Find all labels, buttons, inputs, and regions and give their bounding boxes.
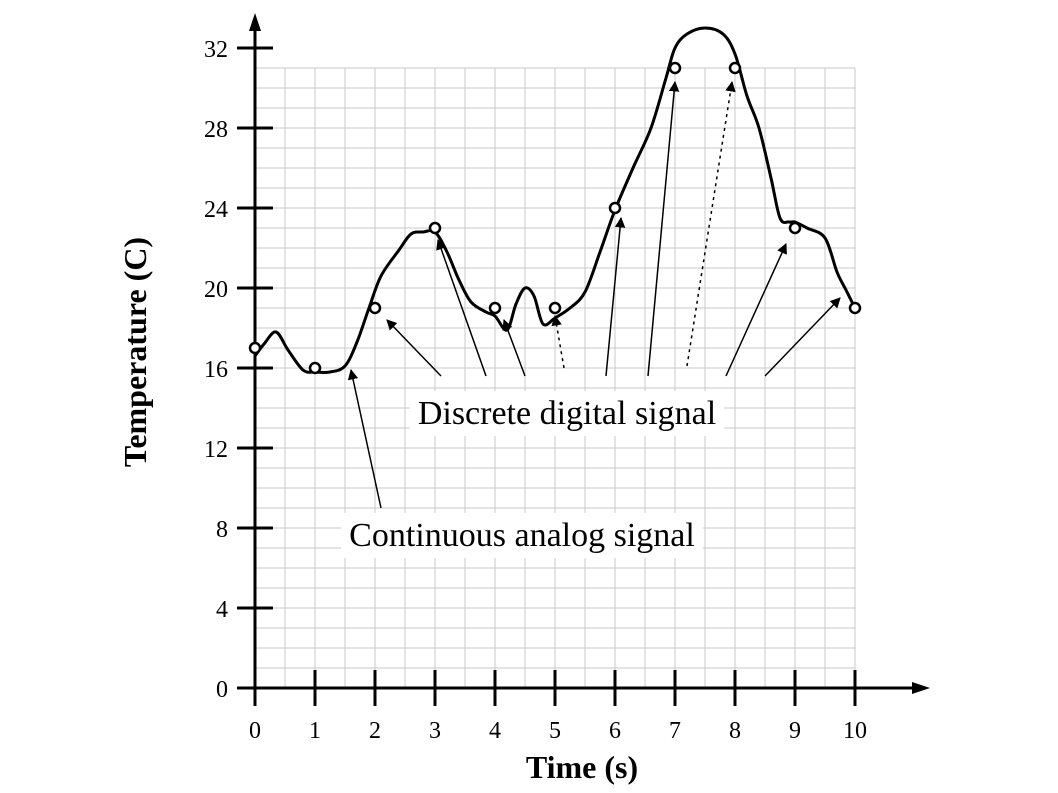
x-tick-label: 9 (789, 718, 801, 744)
y-tick-label: 28 (204, 117, 228, 143)
annotation-label-background (409, 391, 725, 436)
annotation-arrow (436, 239, 487, 377)
x-tick-label: 0 (249, 718, 261, 744)
y-axis-arrow (249, 13, 261, 31)
annotations: Discrete digital signal Continuous analog… (341, 80, 841, 558)
digital-sample-point (548, 301, 562, 315)
digital-sample-point (428, 221, 442, 235)
y-tick-label: 8 (216, 517, 228, 543)
x-tick-label: 3 (429, 718, 441, 744)
annotation-arrow (686, 80, 736, 367)
digital-sample-point (308, 361, 322, 375)
y-tick-label: 20 (204, 277, 228, 303)
annotation-arrow (764, 297, 841, 377)
y-tick-label: 16 (204, 357, 228, 383)
x-axis-arrow (912, 682, 930, 694)
x-tick-label: 7 (669, 718, 681, 744)
y-axis-title: Temperature (C) (117, 237, 153, 467)
y-tick-label: 12 (204, 437, 228, 463)
digital-sample-point (248, 341, 262, 355)
digital-sample-point (788, 221, 802, 235)
y-tick-label: 24 (204, 197, 228, 223)
x-tick-label: 10 (843, 718, 867, 744)
series (248, 26, 862, 375)
x-tick-label: 1 (309, 718, 321, 744)
annotation-arrow (725, 243, 787, 377)
digital-sample-point (728, 61, 742, 75)
x-tick-label: 8 (729, 718, 741, 744)
x-tick-label: 5 (549, 718, 561, 744)
annotation-arrow (386, 319, 442, 377)
y-tick-label: 4 (216, 597, 228, 623)
analog-signal-curve (253, 26, 857, 375)
digital-sample-point (488, 301, 502, 315)
axes (237, 13, 930, 706)
x-tick-label: 4 (489, 718, 501, 744)
grid (255, 67, 856, 688)
digital-sample-point (668, 61, 682, 75)
annotation-arrow (502, 319, 526, 377)
x-tick-label: 6 (609, 718, 621, 744)
digital-sample-point (608, 201, 622, 215)
annotation-label-background (341, 513, 703, 558)
y-tick-label: 0 (216, 677, 228, 703)
digital-sample-point (368, 301, 382, 315)
digital-sample-point (848, 301, 862, 315)
annotation-arrow (647, 80, 680, 377)
continuous-analog-signal-label: Continuous analog signal (349, 517, 695, 554)
x-axis-title: Time (s) (526, 749, 638, 785)
y-tick-label: 32 (204, 37, 228, 63)
annotation-arrow (551, 314, 565, 369)
annotation-arrow (605, 216, 626, 377)
x-tick-label: 2 (369, 718, 381, 744)
discrete-digital-signal-label: Discrete digital signal (418, 395, 716, 432)
annotation-arrow (347, 368, 382, 509)
